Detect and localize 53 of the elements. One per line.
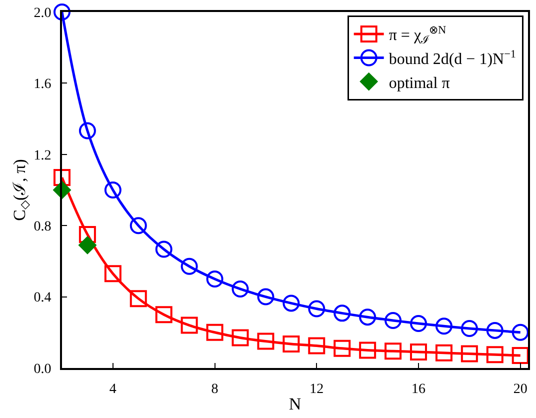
point <box>155 306 172 324</box>
x-tick-label: 12 <box>310 382 324 397</box>
point <box>206 270 224 288</box>
point <box>180 258 198 275</box>
point <box>257 332 274 350</box>
point <box>54 4 70 20</box>
point <box>130 217 147 234</box>
point <box>512 347 529 364</box>
point <box>359 342 376 359</box>
legend-label: bound 2d(d − 1)N$^{−1}$ <box>388 48 516 68</box>
point <box>78 236 96 254</box>
point <box>512 324 529 341</box>
x-tick-label: 16 <box>412 382 426 397</box>
point <box>334 340 351 357</box>
y-tick-label: 1.2 <box>34 148 52 164</box>
x-tick-label: 8 <box>211 382 218 397</box>
point <box>308 337 326 354</box>
x-tick-label: 20 <box>513 382 528 397</box>
y-tick-label: 2.0 <box>34 6 52 21</box>
point <box>308 300 326 318</box>
point <box>460 345 478 362</box>
point <box>257 288 274 306</box>
point <box>410 343 427 360</box>
y-tick-label: 0.0 <box>34 362 52 377</box>
point <box>104 265 122 282</box>
point <box>232 280 249 298</box>
point <box>384 342 402 360</box>
point <box>435 318 452 335</box>
point <box>180 316 198 334</box>
x-axis-title: N <box>288 394 302 414</box>
x-tick-label: 4 <box>109 382 116 397</box>
point <box>130 290 147 308</box>
point <box>155 240 172 258</box>
legend-label: optimal π <box>388 74 450 92</box>
y-tick-label: 0.8 <box>34 220 52 234</box>
point <box>334 304 351 322</box>
point <box>206 324 224 341</box>
point <box>54 169 70 186</box>
point <box>282 294 300 312</box>
point <box>78 226 96 243</box>
point <box>410 315 427 332</box>
point <box>232 329 249 346</box>
point <box>359 308 376 326</box>
y-tick-label: 0.4 <box>34 290 52 306</box>
point <box>78 122 96 140</box>
point <box>384 312 402 329</box>
point <box>460 320 478 337</box>
point <box>486 322 504 339</box>
point <box>486 346 504 364</box>
point <box>282 335 300 352</box>
y-tick-label: 1.6 <box>34 77 52 92</box>
point <box>435 344 452 362</box>
point <box>104 182 122 198</box>
